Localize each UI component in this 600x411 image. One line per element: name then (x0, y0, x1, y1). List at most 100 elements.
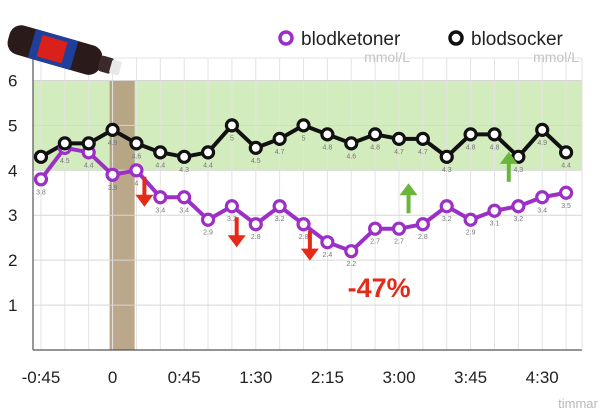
data-label-blodketoner: 2.7 (370, 239, 380, 246)
data-label-blodsocker: 4.8 (490, 144, 500, 151)
data-point-blodsocker (368, 127, 383, 142)
x-tick-label: 0:45 (168, 368, 201, 387)
data-point-blodsocker (415, 131, 430, 146)
data-label-blodketoner: 2.2 (346, 261, 356, 268)
y-tick-label: 1 (8, 296, 17, 315)
legend-marker-blodsocker (448, 30, 464, 46)
data-label-blodketoner: 3.8 (36, 189, 46, 196)
axes (32, 58, 583, 351)
data-point-blodketoner (296, 217, 311, 232)
data-point-blodketoner (511, 199, 526, 214)
arrow-head (135, 194, 154, 207)
soda-bottle-illustration (7, 25, 122, 76)
x-tick-label: 0 (108, 368, 117, 387)
data-point-blodsocker (535, 122, 550, 137)
percent-change-annotation: -47% (348, 273, 411, 303)
data-label-blodsocker: 5 (230, 135, 234, 142)
y-tick-label: 4 (8, 161, 17, 180)
data-point-blodsocker (558, 145, 574, 160)
data-point-blodsocker (200, 145, 216, 160)
data-point-blodketoner (33, 172, 49, 187)
data-label-blodsocker: 4.6 (346, 153, 356, 160)
data-label-blodsocker: 4.4 (203, 162, 213, 169)
legend-label-blodsocker: blodsocker (471, 29, 564, 50)
data-point-blodketoner (224, 199, 240, 214)
down-arrow-icon (227, 217, 246, 248)
data-label-blodketoner: 3.4 (537, 207, 547, 214)
data-point-blodsocker (153, 145, 168, 160)
data-point-blodsocker (57, 136, 72, 151)
data-point-blodketoner (535, 190, 550, 205)
data-label-blodketoner: 3.5 (561, 203, 571, 210)
data-label-blodsocker: 4.9 (108, 140, 118, 147)
data-point-blodketoner (391, 221, 407, 236)
data-point-blodsocker (272, 131, 287, 146)
data-label-blodketoner: 2.4 (323, 252, 333, 259)
legend-marker-blodketoner (278, 30, 294, 46)
data-point-blodsocker (105, 122, 120, 137)
data-point-blodketoner (368, 221, 383, 236)
data-point-blodketoner (320, 235, 335, 250)
data-point-blodketoner (177, 190, 192, 205)
data-label-blodsocker: 4.3 (442, 167, 452, 174)
data-label-blodsocker: 5 (302, 135, 306, 142)
data-point-blodketoner (153, 190, 168, 205)
arrows (135, 151, 518, 261)
data-label-blodketoner: 4.4 (84, 162, 94, 169)
data-label-blodketoner: 2.7 (394, 239, 404, 246)
data-label-blodketoner: 3.4 (179, 207, 189, 214)
data-point-blodketoner (415, 217, 430, 232)
data-point-blodsocker (296, 118, 311, 133)
x-tick-label: 3:00 (382, 368, 415, 387)
data-label-blodsocker: 4.6 (132, 153, 142, 160)
data-label-blodsocker: 4.8 (370, 144, 380, 151)
data-label-blodketoner: 3.2 (275, 216, 285, 223)
x-axis-label: timmar (558, 396, 598, 411)
data-point-blodketoner (248, 217, 263, 232)
data-label-blodketoner: 3.4 (155, 207, 165, 214)
data-label-blodketoner: 2.8 (251, 234, 261, 241)
data-label-blodsocker: 4.5 (251, 158, 261, 165)
y-tick-label: 3 (8, 206, 17, 225)
data-label-blodketoner: 2.8 (418, 234, 428, 241)
legend-unit-blodsocker: mmol/L (533, 49, 579, 65)
data-point-blodketoner (487, 203, 502, 218)
arrow-head (499, 151, 518, 164)
y-tick-labels: 1 2 3 4 5 6 (8, 71, 17, 315)
legend: blodketoner mmol/L blodsocker mmol/L (278, 29, 579, 65)
data-point-blodsocker (391, 131, 407, 146)
x-tick-label: 1:30 (239, 368, 272, 387)
down-arrow-icon (300, 230, 319, 261)
up-arrow-icon (399, 183, 418, 214)
x-tick-labels: -0:45 0 0:45 1:30 2:15 3:00 3:45 4:30 (22, 368, 559, 387)
data-point-blodsocker (344, 136, 359, 151)
data-point-blodketoner (129, 163, 144, 178)
data-label-blodketoner: 2.9 (466, 230, 476, 237)
data-label-blodsocker: 4.7 (418, 149, 428, 156)
data-point-blodsocker (463, 127, 478, 142)
data-label-blodketoner: 3.2 (442, 216, 452, 223)
x-tick-label: 4:30 (526, 368, 559, 387)
y-tick-label: 5 (8, 116, 17, 135)
data-point-blodsocker (511, 149, 526, 164)
data-labels: 3.8 4.5 4.4 3.9 4 3.4 3.4 2.9 3.2 2.8 3.2 2.8 2.4 2.2… (36, 135, 571, 268)
data-point-blodsocker (320, 127, 335, 142)
data-point-blodsocker (129, 136, 144, 151)
data-label-blodketoner: 3.9 (108, 185, 118, 192)
data-point-blodsocker (248, 140, 263, 155)
arrow-head (300, 248, 319, 261)
data-point-blodsocker (33, 149, 49, 164)
data-point-blodsocker (487, 127, 502, 142)
data-point-blodsocker (224, 118, 240, 133)
data-label-blodsocker: 4.4 (155, 162, 165, 169)
data-label-blodsocker: 4.8 (323, 144, 333, 151)
data-label-blodsocker: 4.3 (179, 167, 189, 174)
data-point-blodketoner (105, 167, 120, 182)
data-label-blodketoner: 3.2 (513, 216, 523, 223)
data-point-blodsocker (81, 136, 96, 151)
data-point-blodketoner (439, 199, 454, 214)
arrow-head (399, 183, 418, 196)
data-label-blodsocker: 4.7 (275, 149, 285, 156)
data-point-blodketoner (558, 185, 574, 200)
